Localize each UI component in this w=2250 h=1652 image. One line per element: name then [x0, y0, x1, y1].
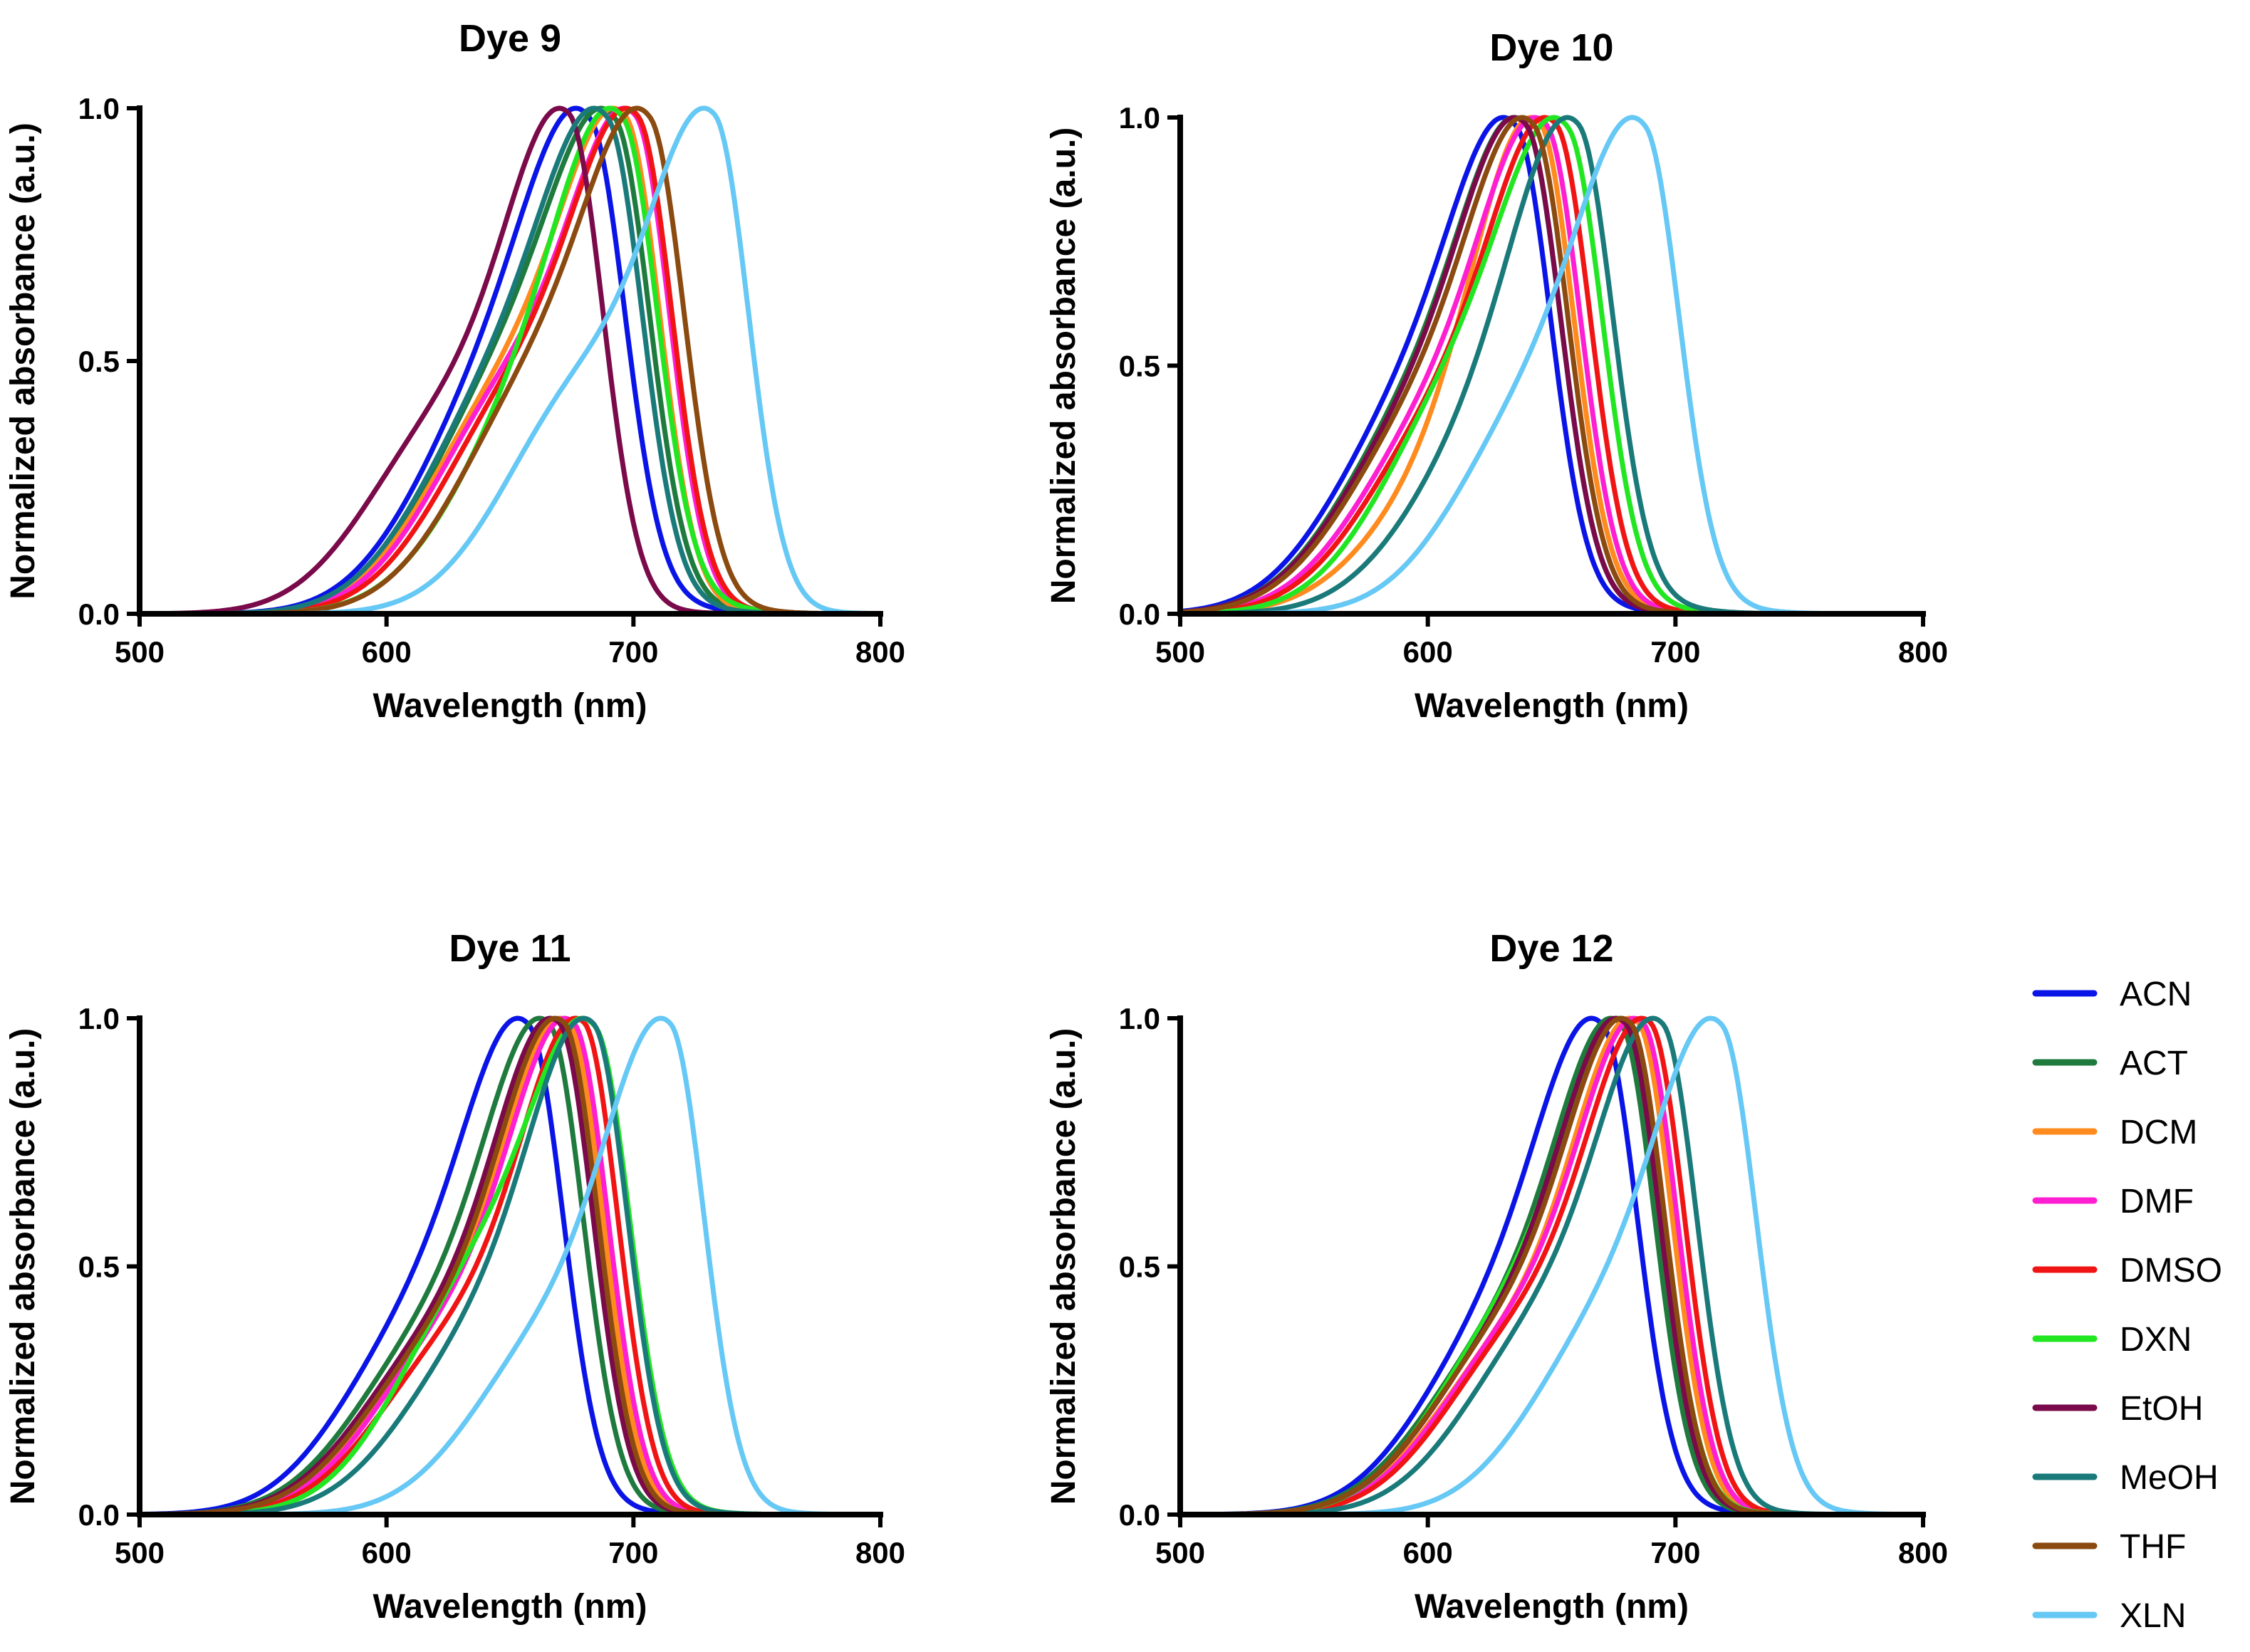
y-tick-label: 0.5 [78, 1250, 120, 1284]
legend-item-act: ACT [2032, 1045, 2188, 1082]
chart-title: Dye 9 [459, 17, 561, 60]
y-tick-label: 1.0 [78, 92, 120, 125]
x-tick-label: 800 [1898, 635, 1948, 669]
legend-label: THF [2120, 1528, 2186, 1566]
y-axis-label: Normalized absorbance (a.u.) [1045, 1028, 1083, 1505]
chart-title: Dye 12 [1489, 927, 1613, 970]
legend: ACN ACT DCM DMF DMSO DXN EtOH MeOH THF XLN [2032, 976, 2222, 1635]
legend-label: DMSO [2120, 1252, 2222, 1290]
x-tick-label: 700 [1650, 635, 1700, 669]
x-axis-label: Wavelength (nm) [373, 1588, 647, 1626]
y-axis-label: Normalized absorbance (a.u.) [4, 1028, 42, 1505]
x-tick-label: 700 [608, 635, 658, 669]
x-tick-label: 800 [855, 1536, 905, 1569]
y-tick-label: 0.5 [78, 345, 120, 378]
legend-label: DXN [2120, 1321, 2192, 1359]
x-tick-label: 600 [362, 1536, 412, 1569]
legend-item-dxn: DXN [2032, 1321, 2192, 1359]
y-tick-label: 0.0 [1119, 597, 1160, 631]
legend-item-dmf: DMF [2032, 1183, 2194, 1220]
x-tick-label: 600 [1403, 635, 1453, 669]
y-axis-label: Normalized absorbance (a.u.) [1045, 127, 1083, 605]
x-tick-label: 600 [362, 635, 412, 669]
x-tick-label: 500 [115, 635, 165, 669]
legend-item-thf: THF [2032, 1528, 2186, 1566]
x-tick-label: 700 [608, 1536, 658, 1569]
y-tick-label: 1.0 [1119, 101, 1160, 135]
x-axis-label: Wavelength (nm) [1415, 687, 1689, 725]
y-axis-label: Normalized absorbance (a.u.) [4, 122, 42, 600]
y-tick-label: 1.0 [1119, 1002, 1160, 1035]
legend-label: ACN [2120, 976, 2192, 1013]
legend-label: DMF [2120, 1183, 2194, 1220]
panel-dye-10: Dye 10 500 600 700 800 0.0 0.5 1.0 Wavelength (n… [1045, 26, 1948, 725]
x-tick-label: 800 [1898, 1536, 1948, 1569]
chart-title: Dye 11 [449, 927, 571, 970]
y-tick-label: 0.0 [78, 597, 120, 631]
x-tick-label: 500 [1155, 1536, 1205, 1569]
legend-item-etoh: EtOH [2032, 1390, 2203, 1428]
legend-label: ACT [2120, 1045, 2188, 1082]
x-axis-label: Wavelength (nm) [373, 687, 647, 725]
y-tick-label: 1.0 [78, 1002, 120, 1035]
panel-dye-11: Dye 11 500 600 700 800 0.0 0.5 1.0 Wavelength (n… [4, 927, 905, 1626]
legend-label: XLN [2120, 1597, 2186, 1635]
legend-label: DCM [2120, 1114, 2197, 1151]
x-tick-label: 500 [115, 1536, 165, 1569]
x-tick-label: 700 [1650, 1536, 1700, 1569]
x-tick-label: 500 [1155, 635, 1205, 669]
legend-item-xln: XLN [2032, 1597, 2186, 1635]
chart-title: Dye 10 [1489, 26, 1613, 69]
legend-item-dmso: DMSO [2032, 1252, 2222, 1290]
x-tick-label: 600 [1403, 1536, 1453, 1569]
y-tick-label: 0.0 [1119, 1498, 1160, 1532]
y-tick-label: 0.5 [1119, 350, 1160, 383]
panel-dye-9: Dye 9 500 600 700 800 0.0 0.5 1.0 Wavelength (nm… [4, 17, 905, 725]
x-tick-label: 800 [855, 635, 905, 669]
legend-label: MeOH [2120, 1459, 2219, 1497]
legend-item-dcm: DCM [2032, 1114, 2197, 1151]
panel-dye-12: Dye 12 500 600 700 800 0.0 0.5 1.0 Wavelength (n… [1045, 927, 1948, 1626]
x-axis-label: Wavelength (nm) [1415, 1588, 1689, 1626]
y-tick-label: 0.5 [1119, 1250, 1160, 1284]
legend-item-acn: ACN [2032, 976, 2192, 1013]
y-tick-label: 0.0 [78, 1498, 120, 1532]
legend-item-meoh: MeOH [2032, 1459, 2219, 1497]
legend-label: EtOH [2120, 1390, 2203, 1428]
